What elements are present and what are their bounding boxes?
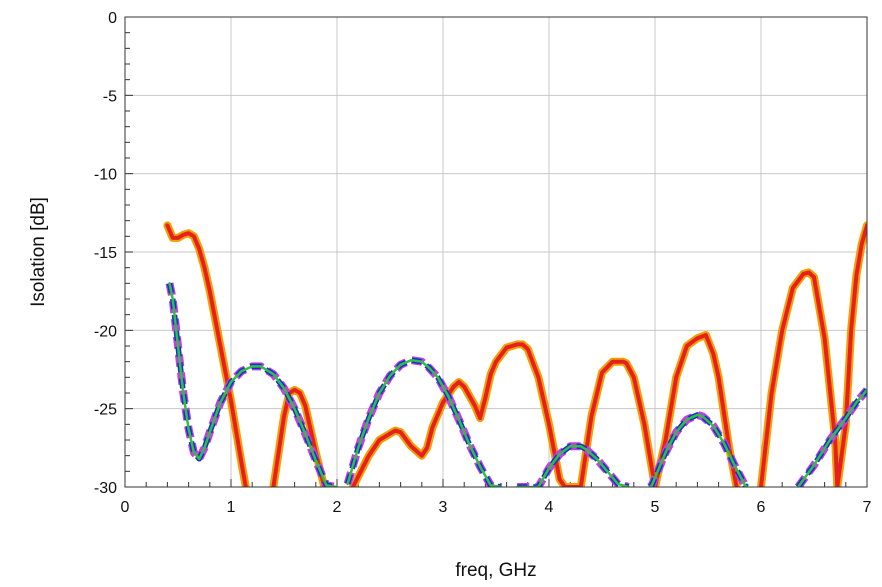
y-tick-label: -10: [94, 167, 117, 184]
x-tick-label: 7: [863, 499, 872, 516]
y-tick-label: -20: [94, 323, 117, 340]
x-tick-label: 1: [227, 499, 236, 516]
series-line-5: [168, 282, 867, 487]
tick-labels: 0 1 2 3 4 5 6 7 0 -5 -10 -15 -20 -25 -30: [94, 10, 872, 516]
y-axis-title: Isolation [dB]: [28, 197, 49, 307]
y-tick-label: -5: [103, 88, 117, 105]
grid-lines: [124, 16, 868, 488]
series-layer: [163, 221, 867, 487]
y-tick-label: 0: [108, 10, 117, 27]
x-tick-label: 0: [121, 499, 130, 516]
y-tick-label: -15: [94, 245, 117, 262]
x-tick-label: 6: [757, 499, 766, 516]
y-tick-label: -25: [94, 402, 117, 419]
x-tick-label: 4: [545, 499, 554, 516]
x-tick-label: 5: [651, 499, 660, 516]
x-axis-title: freq, GHz: [455, 560, 536, 581]
y-tick-label: -30: [94, 480, 117, 497]
series-line-2: [165, 223, 867, 487]
series-line-1: [163, 221, 867, 487]
x-tick-label: 3: [439, 499, 448, 516]
x-tick-label: 2: [333, 499, 342, 516]
plot-frame: [124, 16, 868, 488]
